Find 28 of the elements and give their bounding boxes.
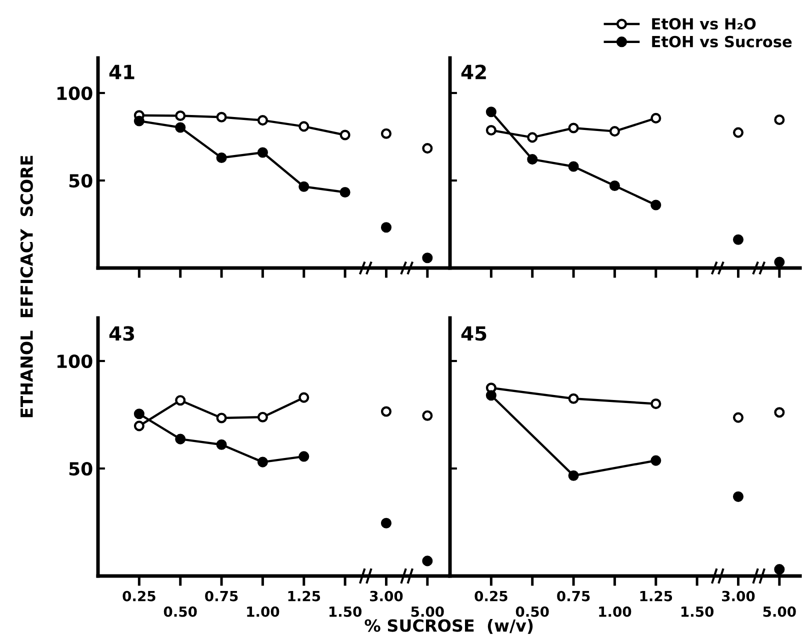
x-axis-title: % SUCROSE (w/v) xyxy=(364,618,533,634)
chart-title: 42 xyxy=(461,64,486,80)
x-tick-label: 0.50 xyxy=(164,606,197,617)
chart-title: 43 xyxy=(109,326,134,341)
y-tick-label: 100 xyxy=(57,354,92,368)
x-tick-label: 1.50 xyxy=(329,606,362,617)
y-axis-title: ETHANOL EFFICACY SCORE xyxy=(20,156,33,418)
x-tick-label: 5.00 xyxy=(411,606,444,617)
x-tick-label: 1.25 xyxy=(288,590,320,602)
x-tick-label: 5.00 xyxy=(763,606,796,617)
x-tick-label: 0.25 xyxy=(474,590,508,602)
y-tick-label: 50 xyxy=(69,174,92,188)
x-tick-label: 0.75 xyxy=(205,590,238,602)
x-tick-label: 1.00 xyxy=(247,606,280,617)
x-tick-label: 3.00 xyxy=(370,590,403,602)
x-tick-label: 0.75 xyxy=(557,590,590,602)
x-tick-label: 1.00 xyxy=(599,606,632,617)
legend-label: EtOH vs H₂O xyxy=(652,18,756,30)
x-tick-label: 0.25 xyxy=(122,590,156,602)
y-tick-label: 50 xyxy=(69,462,92,476)
chart-title: 41 xyxy=(109,64,134,80)
y-tick-label: 100 xyxy=(57,86,92,100)
chart-title: 45 xyxy=(461,326,486,341)
x-tick-label: 3.00 xyxy=(722,590,755,602)
x-tick-label: 1.50 xyxy=(681,606,714,617)
legend-label: EtOH vs Sucrose xyxy=(652,36,792,48)
x-tick-label: 0.50 xyxy=(516,606,549,617)
x-tick-label: 1.25 xyxy=(640,590,672,602)
